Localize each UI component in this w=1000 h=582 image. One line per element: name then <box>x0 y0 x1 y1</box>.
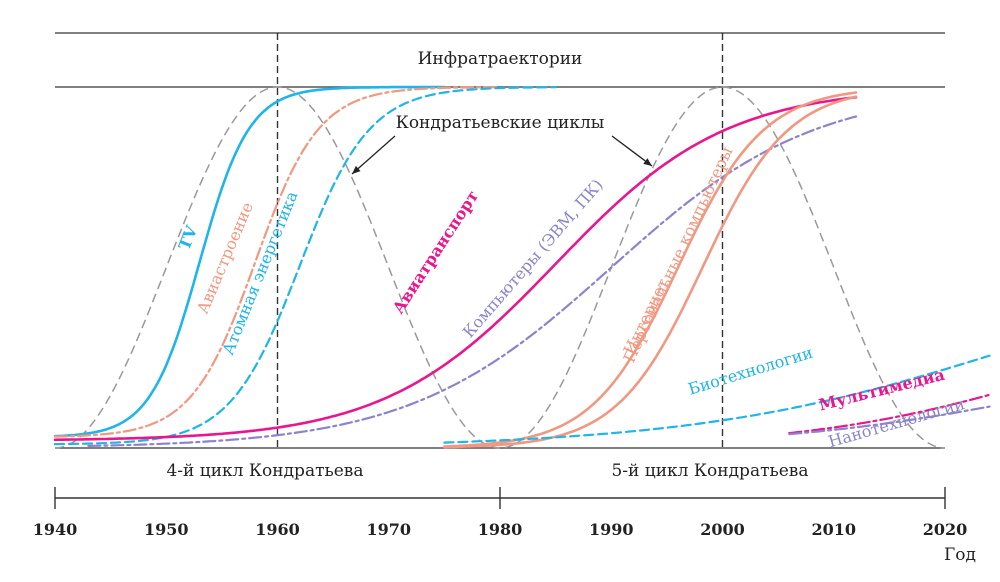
series-4-curve <box>87 115 858 448</box>
cycle-4-label: 4-й цикл Кондратьева <box>166 461 363 481</box>
series-5-curve <box>443 91 858 448</box>
cycle-5-label: 5-й цикл Кондратьева <box>611 461 808 481</box>
annotation-arrow-right-head <box>643 158 652 166</box>
series-3-curve <box>53 96 858 442</box>
kondratiev-wave-path <box>54 86 946 449</box>
series-0-label: TV <box>175 223 202 253</box>
annotation-arrow-left-head <box>352 165 361 174</box>
tick-label-1940: 1940 <box>33 520 78 539</box>
tick-label-2000: 2000 <box>700 520 745 539</box>
tick-label-1950: 1950 <box>144 520 189 539</box>
series-0-curve <box>53 85 446 438</box>
series-8-curve <box>788 393 991 435</box>
annotation-arrow-right <box>611 135 653 167</box>
tick-label-1970: 1970 <box>366 520 411 539</box>
tick-label-1980: 1980 <box>478 520 523 539</box>
tick-label-1960: 1960 <box>255 520 300 539</box>
x-axis: 1940 1950 1960 1970 1980 1990 2000 2010 2020 <box>33 487 968 539</box>
cycles-annotation: Кондратьевские циклы <box>396 113 605 133</box>
chart-labels: Инфратраектории 4-й цикл Кондратьева 5-й… <box>166 49 976 565</box>
series-3-label: Авиатранспорт <box>389 187 483 317</box>
axis-unit-label: Год <box>944 545 976 565</box>
annotation-arrow-left <box>351 135 396 175</box>
chart-title: Инфратраектории <box>418 49 583 69</box>
tick-label-1990: 1990 <box>589 520 634 539</box>
tick-label-2010: 2010 <box>811 520 856 539</box>
series-4-label: Компьютеры (ЭВМ, ПК) <box>459 175 607 341</box>
kondratiev-wave <box>54 86 946 449</box>
tick-label-2020: 2020 <box>923 520 968 539</box>
series-6-curve <box>443 95 858 449</box>
series-7-label: Биотехнологии <box>686 343 815 399</box>
series-1-curve <box>53 86 502 438</box>
series-2-label: Атомная энергетика <box>218 188 301 357</box>
trajectory-curves <box>53 85 991 449</box>
series-2-curve <box>53 86 557 446</box>
series-9-curve <box>788 405 991 436</box>
series-7-curve <box>443 354 991 444</box>
